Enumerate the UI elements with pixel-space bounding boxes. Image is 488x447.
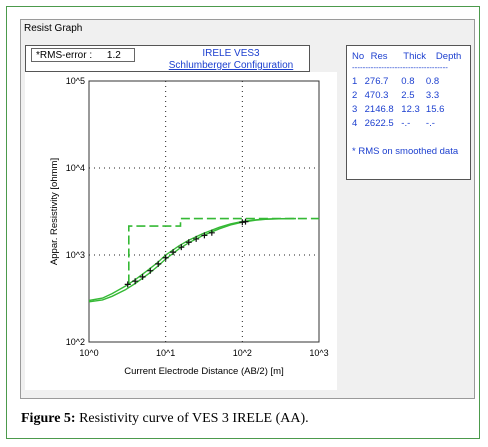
data-point-marker [162, 254, 169, 261]
y-tick-label: 10^3 [66, 250, 85, 260]
resist-graph-window: Resist Graph *RMS-error : 1.2 IRELE VES3… [20, 19, 475, 399]
apparent-resistivity-curve [88, 217, 296, 303]
x-tick-label: 10^1 [156, 348, 175, 358]
table-row: 4 2622.5 -.- -.- [352, 118, 435, 129]
table-row: 3 2146.8 12.3 15.6 [352, 104, 445, 115]
resistivity-plot: 10^0 10^1 10^2 10^3 10^2 10^3 10^4 10^5 Current … [49, 76, 329, 377]
x-axis-label: Current Electrode Distance (AB/2) [m] [124, 366, 283, 377]
rms-label: *RMS-error : [36, 50, 93, 61]
data-point-marker [208, 229, 215, 236]
y-tick-label: 10^5 [66, 76, 85, 86]
chart-header: *RMS-error : 1.2 IRELE VES3 Schlumberger… [25, 45, 310, 72]
data-point-marker [239, 219, 246, 226]
apparent-resistivity-curve [88, 217, 296, 302]
data-point-marker [185, 239, 192, 246]
table-row: 1 276.7 0.8 0.8 [352, 76, 440, 87]
x-tick-label: 10^2 [233, 348, 252, 358]
data-point-marker [147, 267, 154, 274]
data-point-marker [170, 249, 177, 256]
rms-value: 1.2 [106, 50, 121, 61]
layer-table-header: No Res Thick Depth [352, 51, 461, 62]
data-point-marker [155, 260, 162, 267]
y-axis-label: Appar. Resistivity [ohmm] [49, 158, 60, 265]
data-point-marker [139, 273, 146, 280]
figure-frame: Resist Graph *RMS-error : 1.2 IRELE VES3… [6, 6, 480, 439]
data-point-marker [201, 232, 208, 239]
layer-table: No Res Thick Depth ---------------------… [346, 45, 471, 180]
chart-subtitle: Schlumberger Configuration [168, 60, 294, 71]
col-res: Res [370, 51, 388, 62]
rms-note: * RMS on smoothed data [352, 146, 459, 157]
y-tick-label: 10^4 [66, 163, 85, 173]
caption-label: Figure 5: [21, 411, 76, 426]
caption-text: Resistivity curve of VES 3 IRELE (AA). [75, 411, 309, 426]
chart-title: IRELE VES3 [202, 48, 260, 59]
table-row: 2 470.3 2.5 3.3 [352, 90, 440, 101]
y-tick-label: 10^2 [66, 337, 85, 347]
data-point-marker [178, 244, 185, 251]
col-depth: Depth [435, 51, 462, 62]
data-point-marker [132, 278, 139, 285]
data-point-marker [242, 218, 249, 225]
window-title: Resist Graph [24, 23, 83, 34]
figure-caption: Figure 5: Resistivity curve of VES 3 IRE… [21, 411, 309, 427]
plot-area: 10^0 10^1 10^2 10^3 10^2 10^3 10^4 10^5 Current … [25, 72, 337, 390]
table-divider: ------------------------------------ [352, 63, 448, 72]
col-no: No [352, 51, 365, 62]
layer-model-step-line [128, 217, 319, 284]
x-tick-label: 10^0 [79, 348, 98, 358]
chart-title-block: IRELE VES3 Schlumberger Configuration [156, 48, 306, 72]
data-point-marker [193, 235, 200, 242]
plot-frame [88, 80, 320, 343]
x-tick-label: 10^3 [309, 348, 328, 358]
data-point-marker [124, 281, 131, 288]
rms-error-box: *RMS-error : 1.2 [31, 48, 135, 62]
col-thick: Thick [403, 51, 426, 62]
